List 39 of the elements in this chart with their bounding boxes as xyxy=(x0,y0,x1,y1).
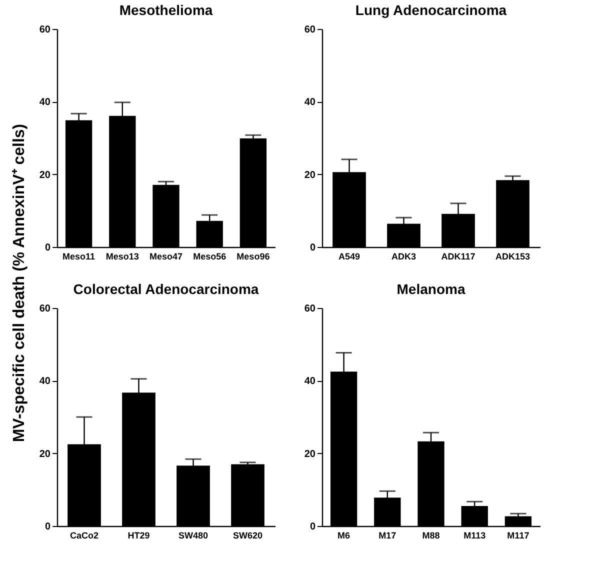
chart-title: Colorectal Adenocarcinoma xyxy=(73,281,259,297)
y-axis-title: MV-specific cell death (% AnnexinV⁺ cells) xyxy=(10,123,29,442)
x-tick-label: ADK153 xyxy=(495,252,530,262)
y-tick-label: 40 xyxy=(39,376,51,388)
y-tick-label: 20 xyxy=(304,170,316,181)
y-tick-label: 40 xyxy=(39,97,51,108)
x-tick-label: Meso96 xyxy=(236,252,270,262)
x-tick-label: Meso47 xyxy=(149,252,183,262)
y-tick-label: 0 xyxy=(44,522,51,532)
y-tick-label: 60 xyxy=(39,24,51,36)
y-tick-label: 40 xyxy=(304,97,316,108)
y-tick-label: 20 xyxy=(304,448,316,460)
x-tick-label: M113 xyxy=(464,530,486,540)
x-tick-label: Meso56 xyxy=(193,252,226,262)
x-tick-label: CaCo2 xyxy=(70,530,99,540)
x-tick-label: A549 xyxy=(338,252,360,262)
chart-title: Lung Adenocarcinoma xyxy=(355,2,507,18)
x-tick-label: SW480 xyxy=(178,530,208,540)
y-tick-label: 20 xyxy=(39,170,51,181)
y-tick-label: 40 xyxy=(304,376,316,388)
y-tick-label: 60 xyxy=(39,304,51,314)
chart-title: Mesothelioma xyxy=(119,2,213,18)
chart-title: Melanoma xyxy=(396,281,466,297)
x-tick-label: M17 xyxy=(378,530,396,540)
x-tick-label: SW620 xyxy=(232,530,263,540)
x-tick-label: Meso11 xyxy=(62,252,96,262)
y-tick-label: 20 xyxy=(39,448,51,460)
y-tick-label: 0 xyxy=(310,522,316,532)
x-tick-label: M6 xyxy=(338,530,350,540)
x-tick-label: M117 xyxy=(507,530,530,540)
x-tick-label: ADK3 xyxy=(391,252,416,262)
x-tick-label: Meso13 xyxy=(106,252,139,262)
y-tick-label: 60 xyxy=(304,304,316,314)
y-tick-label: 0 xyxy=(310,242,316,254)
x-tick-label: ADK117 xyxy=(441,252,476,262)
x-tick-label: M88 xyxy=(422,530,440,540)
y-tick-label: 0 xyxy=(44,242,51,254)
y-tick-label: 60 xyxy=(304,24,316,36)
x-tick-label: HT29 xyxy=(128,530,150,540)
